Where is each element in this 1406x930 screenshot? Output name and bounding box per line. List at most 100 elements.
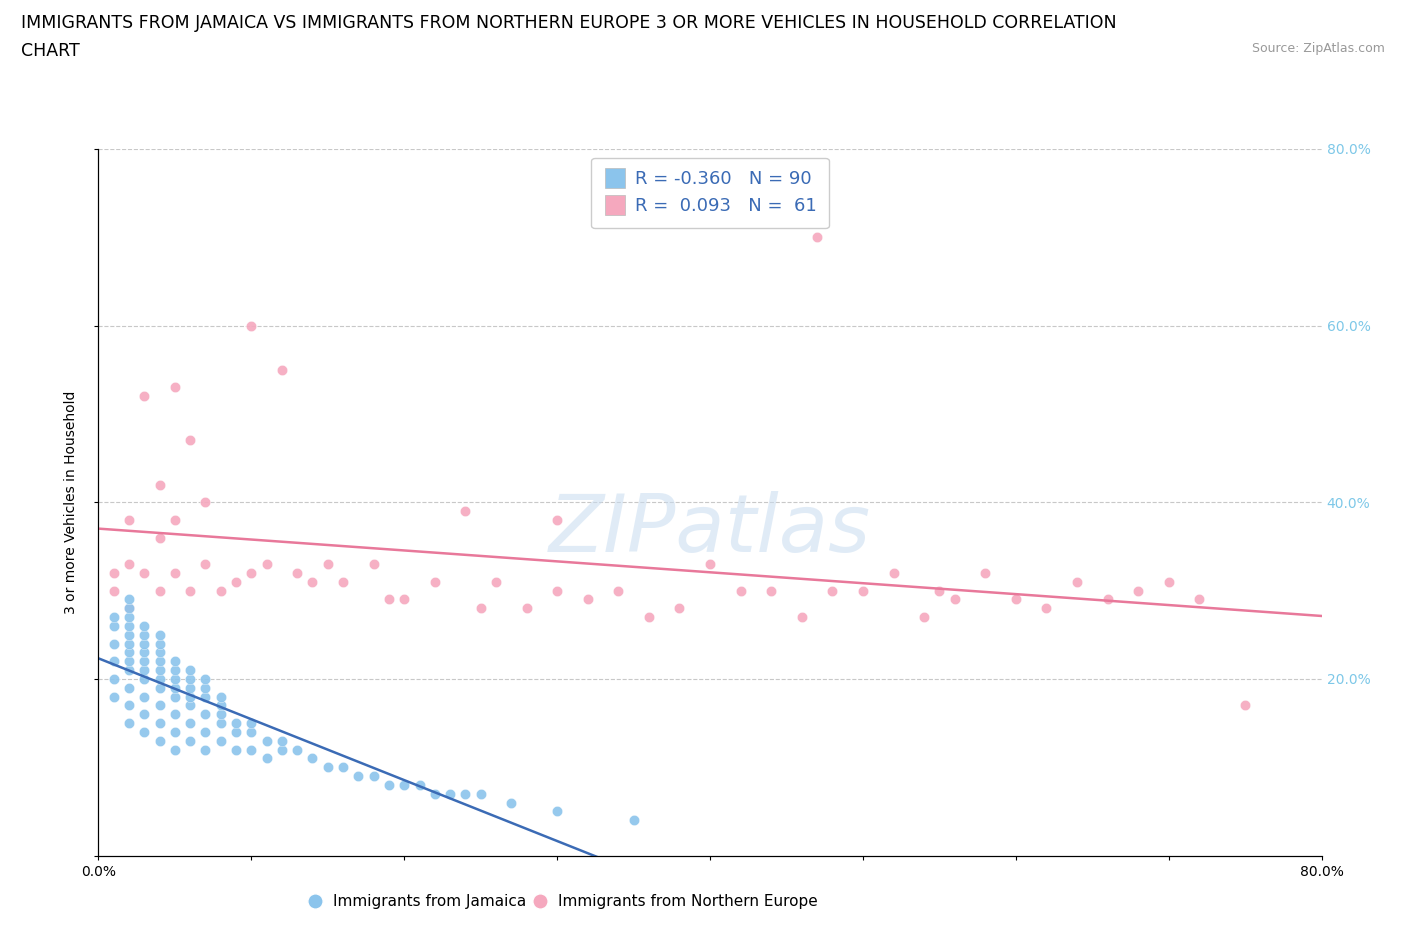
Point xyxy=(209,733,232,748)
Point xyxy=(149,671,172,686)
Point xyxy=(163,681,186,696)
Point xyxy=(118,592,141,607)
Point xyxy=(225,724,247,739)
Point xyxy=(163,689,186,704)
Point xyxy=(363,768,385,783)
Point xyxy=(134,671,156,686)
Point xyxy=(149,477,172,492)
Point xyxy=(637,610,661,625)
Point xyxy=(149,681,172,696)
Point xyxy=(179,433,201,448)
Legend: Immigrants from Jamaica, Immigrants from Northern Europe: Immigrants from Jamaica, Immigrants from… xyxy=(302,888,824,915)
Point xyxy=(179,671,201,686)
Point xyxy=(1066,575,1088,590)
Point xyxy=(179,689,201,704)
Point xyxy=(546,804,568,819)
Point xyxy=(1004,592,1026,607)
Point xyxy=(134,662,156,677)
Point xyxy=(194,671,217,686)
Point xyxy=(118,662,141,677)
Y-axis label: 3 or more Vehicles in Household: 3 or more Vehicles in Household xyxy=(65,391,79,614)
Point xyxy=(256,751,278,766)
Text: IMMIGRANTS FROM JAMAICA VS IMMIGRANTS FROM NORTHERN EUROPE 3 OR MORE VEHICLES IN: IMMIGRANTS FROM JAMAICA VS IMMIGRANTS FR… xyxy=(21,14,1116,32)
Point xyxy=(392,777,416,792)
Point xyxy=(270,742,292,757)
Point xyxy=(974,565,997,580)
Point xyxy=(240,716,263,731)
Point xyxy=(118,716,141,731)
Point xyxy=(194,681,217,696)
Point xyxy=(179,583,201,598)
Text: ZIPatlas: ZIPatlas xyxy=(548,491,872,569)
Point xyxy=(454,787,477,802)
Point xyxy=(118,618,141,633)
Point xyxy=(134,707,156,722)
Text: Source: ZipAtlas.com: Source: ZipAtlas.com xyxy=(1251,42,1385,55)
Point xyxy=(118,556,141,571)
Point xyxy=(194,689,217,704)
Point xyxy=(270,363,292,378)
Point xyxy=(806,230,828,245)
Point xyxy=(883,565,905,580)
Point xyxy=(347,768,370,783)
Point xyxy=(103,618,125,633)
Point xyxy=(118,645,141,660)
Point xyxy=(209,583,232,598)
Point xyxy=(285,565,308,580)
Point xyxy=(103,689,125,704)
Point xyxy=(103,636,125,651)
Point xyxy=(179,662,201,677)
Point xyxy=(516,601,538,616)
Point xyxy=(163,671,186,686)
Point xyxy=(470,601,492,616)
Point xyxy=(103,654,125,669)
Point xyxy=(179,681,201,696)
Point xyxy=(730,583,752,598)
Point xyxy=(103,565,125,580)
Point xyxy=(163,512,186,527)
Point xyxy=(392,592,416,607)
Point xyxy=(134,689,156,704)
Point xyxy=(179,698,201,712)
Point xyxy=(316,760,339,775)
Point xyxy=(163,742,186,757)
Point xyxy=(576,592,599,607)
Point xyxy=(194,724,217,739)
Point xyxy=(118,654,141,669)
Point xyxy=(439,787,461,802)
Point xyxy=(149,628,172,643)
Point xyxy=(103,671,125,686)
Point xyxy=(790,610,813,625)
Point xyxy=(194,556,217,571)
Point xyxy=(134,628,156,643)
Text: CHART: CHART xyxy=(21,42,80,60)
Point xyxy=(759,583,782,598)
Point xyxy=(485,575,508,590)
Point xyxy=(301,575,323,590)
Point xyxy=(149,583,172,598)
Point xyxy=(1097,592,1119,607)
Point xyxy=(118,681,141,696)
Point xyxy=(118,601,141,616)
Point xyxy=(546,512,568,527)
Point xyxy=(118,512,141,527)
Point xyxy=(194,707,217,722)
Point xyxy=(1157,575,1180,590)
Point xyxy=(1128,583,1150,598)
Point xyxy=(454,504,477,519)
Point xyxy=(423,575,446,590)
Point xyxy=(225,742,247,757)
Point xyxy=(209,716,232,731)
Point xyxy=(134,636,156,651)
Point xyxy=(149,530,172,545)
Point xyxy=(912,610,935,625)
Point xyxy=(928,583,950,598)
Point xyxy=(209,698,232,712)
Point xyxy=(240,742,263,757)
Point xyxy=(943,592,966,607)
Point xyxy=(546,583,568,598)
Point xyxy=(240,724,263,739)
Point xyxy=(149,645,172,660)
Point xyxy=(134,565,156,580)
Point xyxy=(118,628,141,643)
